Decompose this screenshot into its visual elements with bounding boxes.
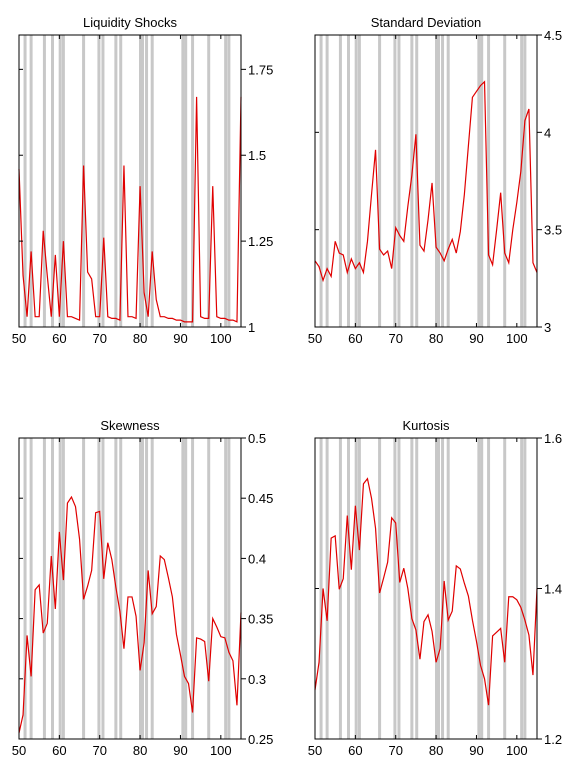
plot-frame (18, 34, 242, 328)
y-tick-label: 3.5 (544, 223, 562, 238)
y-tick-label: 0.3 (248, 672, 266, 687)
x-tick-label: 70 (388, 743, 402, 758)
y-tick-label: 1.6 (544, 431, 562, 446)
x-tick-label: 80 (133, 331, 147, 346)
y-tick-label: 0.4 (248, 551, 266, 566)
x-tick-label: 60 (348, 331, 362, 346)
series-line (314, 477, 538, 706)
x-tick-label: 50 (308, 331, 322, 346)
x-tick-label: 60 (52, 743, 66, 758)
x-tick-label: 100 (210, 743, 232, 758)
x-tick-label: 90 (469, 331, 483, 346)
panel-standard-deviation: Standard Deviation 50 60 70 80 90 100 3 3.5 4 4.5 (308, 15, 562, 346)
x-tick-label: 80 (133, 743, 147, 758)
x-tick-label: 50 (12, 743, 26, 758)
x-tick-label: 100 (506, 743, 528, 758)
plot-frame (18, 437, 242, 740)
y-tick-label: 1.75 (248, 62, 273, 77)
x-tick-label: 70 (92, 743, 106, 758)
x-tick-label: 70 (388, 331, 402, 346)
x-tick-label: 50 (12, 331, 26, 346)
y-tick-label: 0.25 (248, 732, 273, 747)
y-tick-label: 0.35 (248, 612, 273, 627)
y-tick-label: 4.5 (544, 28, 562, 43)
y-tick-label: 1.5 (248, 148, 266, 163)
x-tick-label: 50 (308, 743, 322, 758)
x-tick-label: 100 (506, 331, 528, 346)
x-tick-label: 80 (429, 743, 443, 758)
y-tick-label: 0.45 (248, 491, 273, 506)
y-tick-label: 1.25 (248, 234, 273, 249)
x-tick-label: 90 (469, 743, 483, 758)
x-tick-label: 70 (92, 331, 106, 346)
chart-title: Liquidity Shocks (83, 15, 177, 30)
y-tick-label: 1.2 (544, 732, 562, 747)
chart-title: Standard Deviation (371, 15, 482, 30)
x-tick-label: 100 (210, 331, 232, 346)
y-tick-label: 3 (544, 320, 551, 335)
panel-liquidity-shocks: Liquidity Shocks 50 60 70 80 90 100 1 1.25 1.5 1.7… (12, 15, 274, 346)
x-tick-label: 60 (348, 743, 362, 758)
series-line (18, 495, 242, 734)
x-tick-label: 60 (52, 331, 66, 346)
chart-title: Kurtosis (403, 418, 450, 433)
chart-title: Skewness (100, 418, 160, 433)
y-tick-label: 1 (248, 320, 255, 335)
series-line (18, 96, 242, 323)
y-tick-label: 0.5 (248, 431, 266, 446)
y-tick-label: 4 (544, 125, 551, 140)
panel-skewness: Skewness 50 60 70 80 90 100 0.25 0.3 0.35 0.4 0.45 0… (12, 418, 274, 758)
x-tick-label: 90 (173, 743, 187, 758)
plot-frame (314, 34, 538, 328)
panel-kurtosis: Kurtosis 50 60 70 80 90 100 1.2 1.4 1.6 (308, 418, 562, 758)
y-tick-label: 1.4 (544, 582, 562, 597)
x-tick-label: 80 (429, 331, 443, 346)
x-tick-label: 90 (173, 331, 187, 346)
series-line (314, 80, 538, 283)
